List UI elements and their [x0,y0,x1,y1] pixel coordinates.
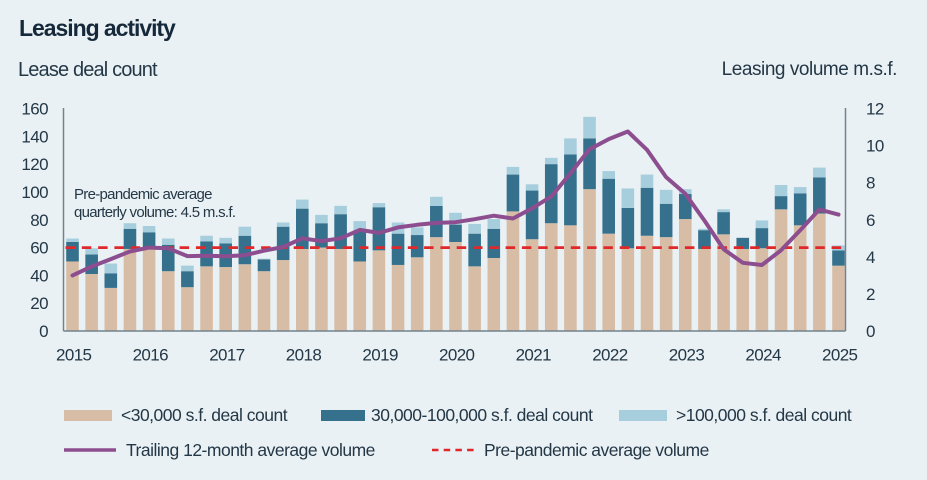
svg-text:40: 40 [30,266,48,285]
svg-text:2017: 2017 [209,346,245,365]
svg-text:4: 4 [866,248,875,267]
svg-text:2025: 2025 [822,346,858,365]
svg-text:2015: 2015 [56,346,92,365]
svg-text:2023: 2023 [669,346,705,365]
svg-text:2020: 2020 [439,346,475,365]
svg-text:2018: 2018 [286,346,322,365]
svg-text:140: 140 [21,127,48,146]
svg-text:2016: 2016 [133,346,169,365]
svg-text:100: 100 [21,183,48,202]
svg-text:2019: 2019 [362,346,398,365]
svg-text:2: 2 [866,285,875,304]
svg-text:6: 6 [866,211,875,230]
svg-text:2024: 2024 [745,346,781,365]
svg-text:0: 0 [866,322,875,341]
svg-text:120: 120 [21,155,48,174]
svg-text:80: 80 [30,211,48,230]
svg-text:20: 20 [30,294,48,313]
svg-text:60: 60 [30,239,48,258]
svg-text:0: 0 [39,322,48,341]
svg-text:160: 160 [21,100,48,119]
svg-text:12: 12 [866,100,884,119]
svg-text:2022: 2022 [592,346,628,365]
svg-text:10: 10 [866,137,884,156]
svg-text:8: 8 [866,174,875,193]
svg-text:2021: 2021 [516,346,552,365]
